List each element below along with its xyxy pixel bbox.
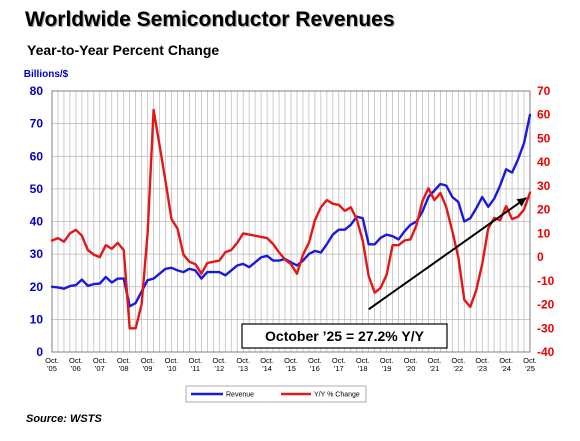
- x-axis-tick-label: '21: [430, 364, 440, 373]
- x-axis-tick-label: '15: [286, 364, 296, 373]
- x-axis-tick-label: Oct.: [308, 356, 322, 365]
- x-axis-tick-label: Oct.: [404, 356, 418, 365]
- x-axis-tick-label: '23: [477, 364, 487, 373]
- trend-arrow-line: [368, 196, 527, 311]
- legend-label-revenue: Revenue: [226, 392, 254, 399]
- x-axis-tick-label: Oct.: [236, 356, 250, 365]
- x-axis-tick-label: Oct.: [523, 356, 537, 365]
- right-axis-tick-label: 60: [537, 108, 551, 122]
- x-axis-tick-label: Oct.: [165, 356, 179, 365]
- right-axis-tick-label: -30: [537, 321, 555, 335]
- x-axis-tick-label: '18: [358, 364, 368, 373]
- left-axis-tick-label: 10: [30, 312, 44, 326]
- x-axis-tick-label: Oct.: [499, 356, 513, 365]
- annotation-text: October ’25 = 27.2% Y/Y: [265, 328, 425, 344]
- right-axis-tick-label: 50: [537, 131, 551, 145]
- x-axis-tick-label: '25: [525, 364, 535, 373]
- series-line-y-y-change: [50, 108, 532, 330]
- right-axis-tick-label: -10: [537, 274, 555, 288]
- left-axis-tick-label: 20: [30, 280, 44, 294]
- x-axis-tick-label: Oct.: [141, 356, 155, 365]
- series-line-revenue: [50, 113, 532, 308]
- left-axis-tick-label: 70: [30, 117, 44, 131]
- x-axis-tick-label: Oct.: [284, 356, 298, 365]
- x-axis-tick-label: Oct.: [428, 356, 442, 365]
- x-axis-tick-label: Oct.: [45, 356, 59, 365]
- x-axis-tick-label: Oct.: [189, 356, 203, 365]
- x-axis-tick-label: Oct.: [69, 356, 83, 365]
- legend-box: [185, 385, 367, 403]
- right-axis-tick-label: 0: [537, 250, 544, 264]
- plot-frame: [51, 90, 531, 353]
- x-axis-tick-label: '19: [382, 364, 392, 373]
- x-axis-tick-label: Oct.: [212, 356, 226, 365]
- x-axis-tick-label: '10: [167, 364, 177, 373]
- source-note: Source: WSTS: [26, 413, 102, 425]
- x-axis-tick-label: Oct.: [475, 356, 489, 365]
- x-axis-tick-label: '24: [501, 364, 511, 373]
- x-axis-tick-label: '05: [47, 364, 57, 373]
- x-axis-tick-label: '13: [238, 364, 248, 373]
- legend-label-yoy-change: Y/Y % Change: [314, 392, 360, 399]
- left-axis-unit-label: Billions/$: [24, 69, 69, 80]
- x-axis-tick-label: '17: [334, 364, 344, 373]
- x-axis-tick-label: '06: [71, 364, 81, 373]
- x-axis-tick-label: '08: [119, 364, 129, 373]
- x-axis-tick-label: '07: [95, 364, 105, 373]
- right-axis-tick-label: 70: [537, 84, 551, 98]
- left-axis-tick-label: 50: [30, 182, 44, 196]
- right-axis-tick-label: 10: [537, 226, 551, 240]
- x-axis-tick-label: Oct.: [117, 356, 131, 365]
- right-axis-tick-label: -20: [537, 298, 555, 312]
- right-axis-tick-label: 40: [537, 155, 551, 169]
- x-axis-tick-label: '16: [310, 364, 320, 373]
- left-axis-tick-label: 80: [30, 84, 44, 98]
- chart-subtitle: Year-to-Year Percent Change: [27, 42, 220, 58]
- right-axis-tick-label: 20: [537, 203, 551, 217]
- right-axis-tick-label: -40: [537, 345, 555, 359]
- x-axis-tick-label: '22: [453, 364, 463, 373]
- x-axis-tick-label: '20: [406, 364, 416, 373]
- x-axis-tick-label: Oct.: [356, 356, 370, 365]
- x-axis-tick-label: '09: [143, 364, 153, 373]
- left-axis-tick-label: 40: [30, 215, 44, 229]
- x-axis-tick-label: '11: [191, 364, 200, 373]
- chart-title: Worldwide Semiconductor Revenues: [25, 8, 395, 31]
- x-axis-tick-label: Oct.: [380, 356, 394, 365]
- right-axis-tick-label: 30: [537, 179, 551, 193]
- x-axis-tick-label: '12: [214, 364, 224, 373]
- x-axis-tick-label: Oct.: [260, 356, 274, 365]
- annotation-box: [241, 323, 448, 349]
- trend-arrow-head: [516, 197, 527, 207]
- left-axis-tick-label: 30: [30, 247, 44, 261]
- x-axis-tick-label: Oct.: [93, 356, 107, 365]
- x-axis-tick-label: '14: [262, 364, 272, 373]
- x-axis-tick-label: Oct.: [332, 356, 346, 365]
- left-axis-tick-label: 60: [30, 149, 44, 163]
- x-axis-tick-label: Oct.: [451, 356, 465, 365]
- left-axis-tick-label: 0: [36, 345, 43, 359]
